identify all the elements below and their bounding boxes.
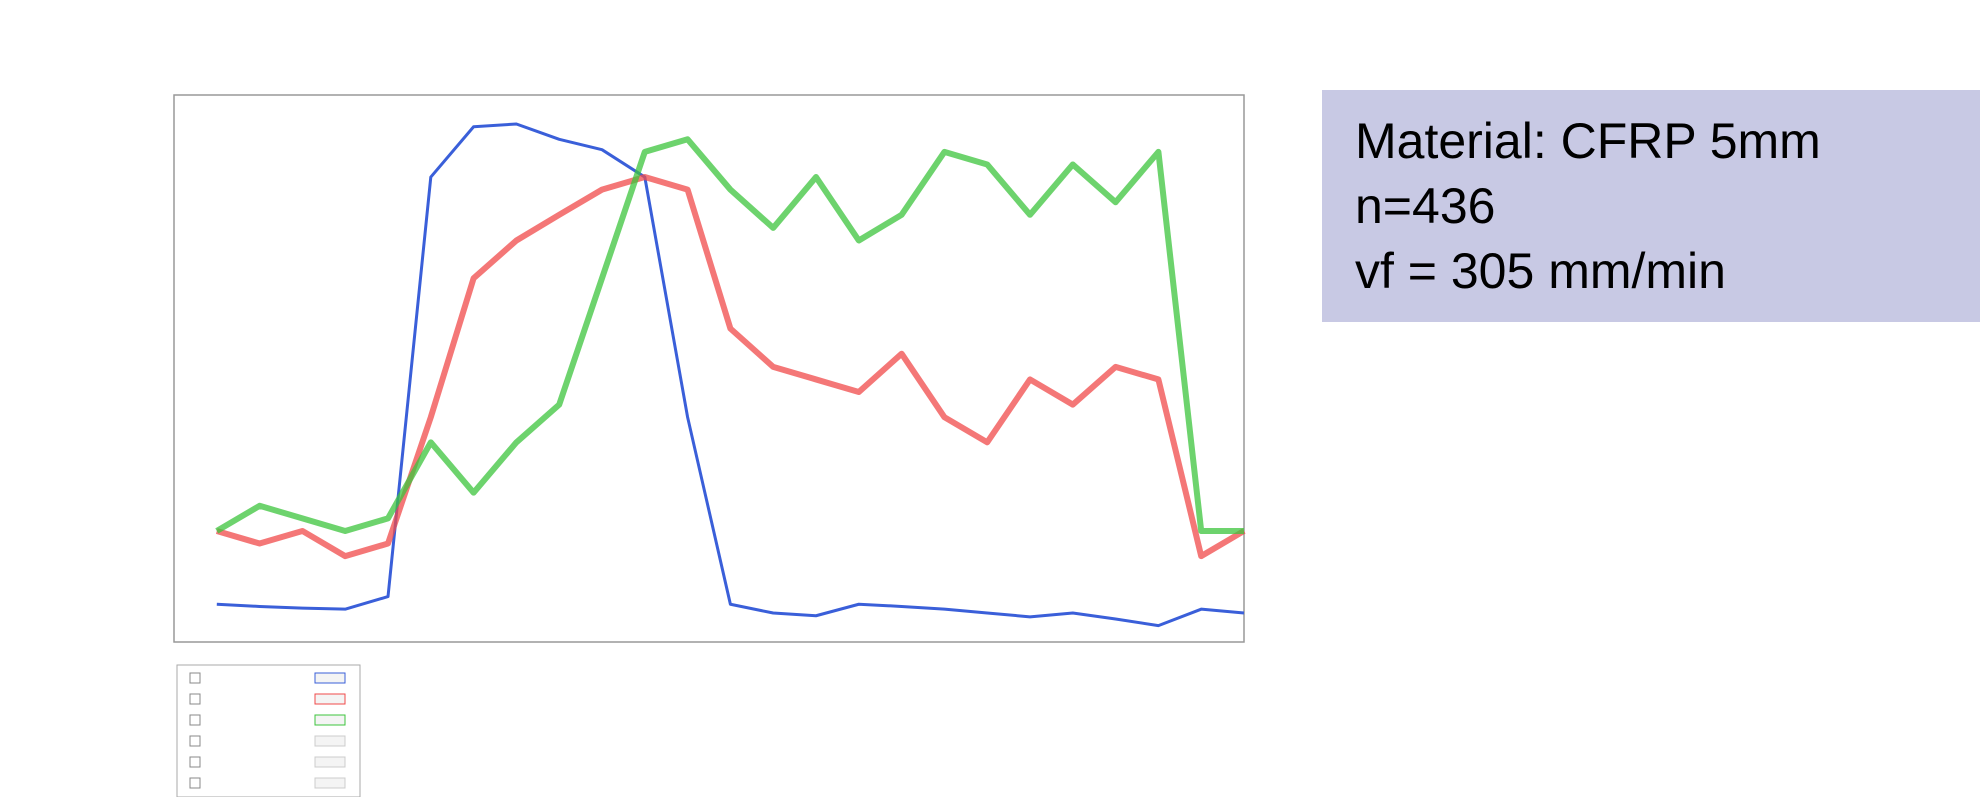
legend-checkbox xyxy=(189,777,201,789)
legend-swatch xyxy=(314,777,346,789)
plot-frame xyxy=(173,94,1245,643)
legend-checkbox xyxy=(189,756,201,768)
legend-checkbox xyxy=(189,714,201,726)
series-line xyxy=(216,122,1245,628)
legend-box xyxy=(176,664,361,797)
legend-checkbox xyxy=(189,735,201,747)
series-line xyxy=(215,136,1244,534)
annotation: Material: CFRP 5mm xyxy=(1355,113,1821,169)
legend-swatch xyxy=(314,714,346,726)
series-line xyxy=(215,174,1246,560)
legend-swatch xyxy=(314,735,346,747)
legend-checkbox xyxy=(189,693,201,705)
info-box xyxy=(1322,90,1980,322)
annotation: vf = 305 mm/min xyxy=(1355,243,1726,299)
legend-swatch xyxy=(314,756,346,768)
legend-swatch xyxy=(314,693,346,705)
legend-checkbox xyxy=(189,672,201,684)
legend-swatch xyxy=(314,672,346,684)
annotation: n=436 xyxy=(1355,178,1495,234)
legend xyxy=(176,664,361,797)
